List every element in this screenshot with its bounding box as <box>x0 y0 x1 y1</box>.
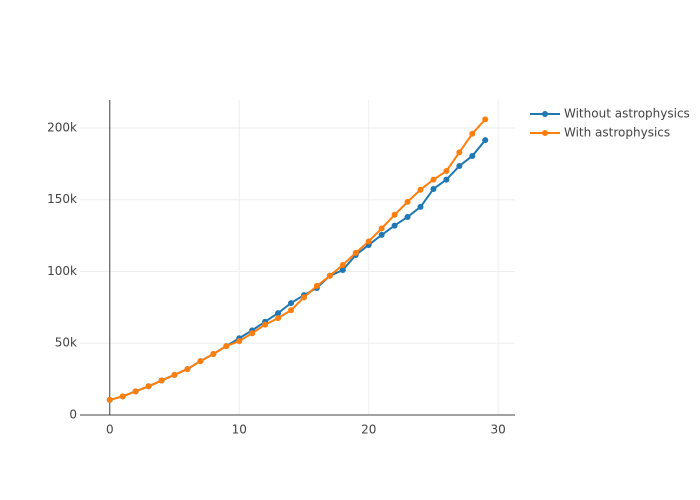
point <box>417 186 424 193</box>
point <box>469 130 476 137</box>
point <box>378 225 385 232</box>
point <box>313 282 320 289</box>
series-line <box>109 118 486 401</box>
point <box>469 152 476 159</box>
point <box>443 176 450 183</box>
point <box>249 330 256 337</box>
y-tick-label: 100k <box>47 264 77 278</box>
point <box>482 116 489 123</box>
series <box>106 116 489 403</box>
point <box>482 137 489 144</box>
point <box>417 203 424 210</box>
point <box>456 163 463 170</box>
point <box>365 238 372 245</box>
x-tick-label: 30 <box>491 423 506 437</box>
point <box>210 351 217 358</box>
x-tick-label: 10 <box>232 423 247 437</box>
y-tick-label: 50k <box>55 336 77 350</box>
point <box>456 149 463 156</box>
series <box>106 137 489 403</box>
point <box>184 366 191 373</box>
point <box>132 388 139 395</box>
point <box>223 343 230 350</box>
y-tick-label: 0 <box>69 408 77 422</box>
point <box>352 249 359 256</box>
y-tick-label: 150k <box>47 192 77 206</box>
point <box>275 315 282 322</box>
point <box>119 393 126 400</box>
legend-label: Without astrophysics <box>564 107 690 121</box>
point <box>391 222 398 229</box>
y-tick-label: 200k <box>47 120 77 134</box>
point <box>339 267 346 274</box>
point <box>443 168 450 175</box>
point <box>391 211 398 218</box>
point <box>300 294 307 301</box>
point <box>106 396 113 403</box>
point <box>288 300 295 307</box>
series-line <box>109 139 486 401</box>
point <box>145 383 152 390</box>
x-tick-label: 0 <box>106 423 114 437</box>
point <box>404 198 411 205</box>
point <box>171 371 178 378</box>
point <box>430 185 437 192</box>
legend-marker <box>542 111 548 117</box>
point <box>158 377 165 384</box>
point <box>288 307 295 314</box>
point <box>404 213 411 220</box>
point <box>326 272 333 279</box>
point <box>197 358 204 365</box>
point <box>430 176 437 183</box>
legend-marker <box>542 130 548 136</box>
point <box>378 231 385 238</box>
point <box>236 338 243 345</box>
point <box>275 310 282 317</box>
legend-label: With astrophysics <box>564 126 670 140</box>
x-tick-label: 20 <box>361 423 376 437</box>
point <box>262 321 269 328</box>
point <box>339 262 346 269</box>
